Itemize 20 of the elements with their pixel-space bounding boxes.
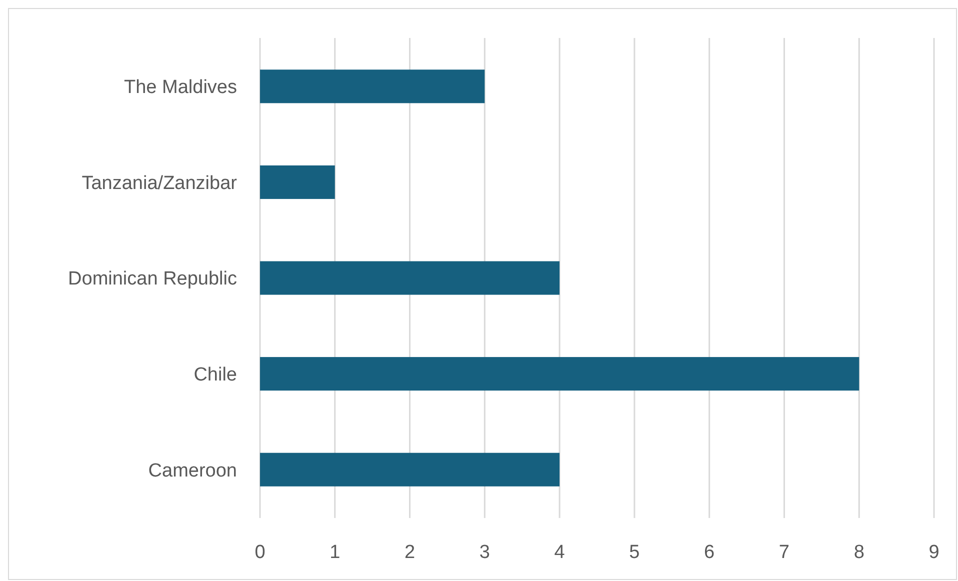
y-tick-label: Chile [194,364,237,386]
bar [260,261,560,295]
x-tick-label: 9 [928,542,940,563]
bar [260,165,335,199]
y-tick-label: Tanzania/Zanzibar [82,172,238,194]
x-tick-label: 6 [704,542,715,563]
bar [260,452,560,486]
bar [260,357,860,391]
x-tick-label: 5 [629,542,640,563]
x-tick-label: 1 [330,542,340,563]
y-tick-label: Dominican Republic [68,268,237,290]
x-tick-label: 8 [854,542,864,563]
y-tick-label: The Maldives [124,77,237,98]
x-tick-label: 2 [404,542,416,563]
bar [260,70,485,104]
y-tick-label: Cameroon [148,460,237,482]
x-tick-label: 3 [479,542,490,563]
x-tick-label: 0 [254,542,266,563]
x-tick-label: 4 [554,542,566,563]
x-tick-label: 7 [778,542,790,563]
